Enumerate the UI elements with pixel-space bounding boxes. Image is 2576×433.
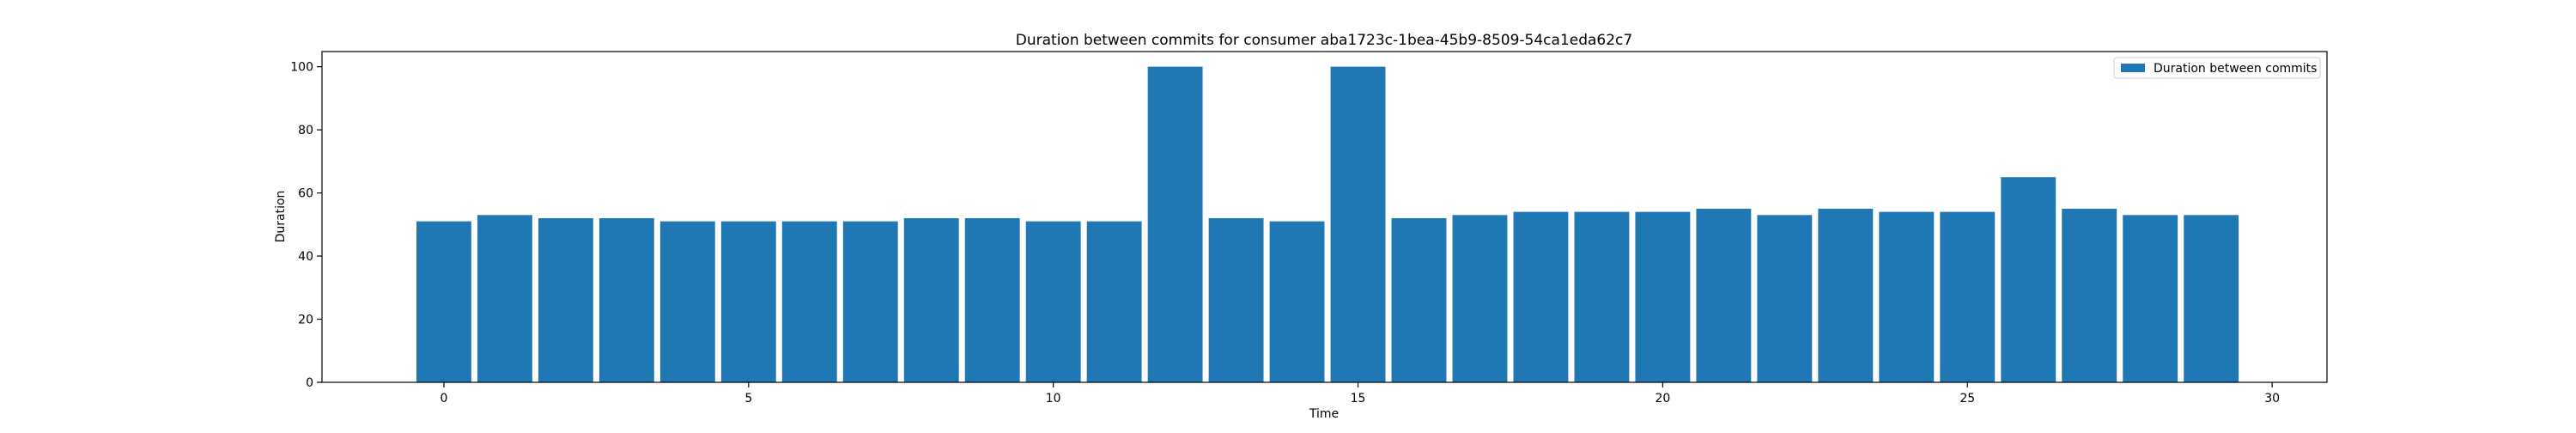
x-tick-label-10: 10 — [1046, 392, 1061, 406]
y-tick-label-60: 60 — [298, 187, 313, 201]
legend-label: Duration between commits — [2154, 62, 2317, 76]
bar-6 — [781, 221, 837, 382]
bar-12 — [1147, 66, 1203, 382]
plot-frame — [321, 51, 2328, 383]
bar-4 — [659, 221, 715, 382]
bar-3 — [598, 217, 654, 382]
bar-25 — [1940, 211, 1996, 382]
bar-1 — [477, 215, 532, 382]
x-axis: 0 5 10 15 20 25 30 — [440, 382, 2280, 406]
bar-7 — [842, 221, 898, 382]
bar-23 — [1818, 208, 1874, 382]
bar-5 — [720, 221, 776, 382]
bar-17 — [1452, 215, 1508, 382]
y-tick-label-20: 20 — [298, 314, 313, 327]
chart-title: Duration between commits for consumer ab… — [1016, 32, 1632, 49]
bar-0 — [416, 221, 471, 382]
bar-28 — [2123, 215, 2178, 382]
bar-24 — [1879, 211, 1935, 382]
x-tick-label-25: 25 — [1959, 392, 1975, 406]
bars-layer — [416, 66, 2239, 382]
y-tick-label-40: 40 — [298, 250, 313, 264]
bar-18 — [1513, 211, 1569, 382]
bar-22 — [1757, 215, 1813, 382]
bar-20 — [1635, 211, 1691, 382]
bar-19 — [1574, 211, 1630, 382]
x-tick-label-5: 5 — [744, 392, 752, 406]
bar-21 — [1696, 208, 1752, 382]
bar-14 — [1269, 221, 1325, 382]
y-tick-label-80: 80 — [298, 124, 313, 137]
x-axis-label: Time — [1309, 407, 1339, 421]
bar-11 — [1086, 221, 1142, 382]
y-tick-label-100: 100 — [290, 61, 313, 75]
bar-16 — [1391, 217, 1447, 382]
legend: Duration between commits — [2113, 57, 2321, 79]
bar-26 — [2001, 177, 2057, 382]
bar-2 — [538, 217, 593, 382]
bar-8 — [903, 217, 959, 382]
bar-29 — [2184, 215, 2239, 382]
legend-swatch — [2121, 64, 2145, 72]
y-tick-label-0: 0 — [306, 376, 313, 390]
bar-10 — [1025, 221, 1081, 382]
x-tick-label-30: 30 — [2264, 392, 2280, 406]
bar-9 — [964, 217, 1020, 382]
x-tick-label-20: 20 — [1655, 392, 1670, 406]
bar-15 — [1330, 66, 1386, 382]
x-tick-label-15: 15 — [1351, 392, 1366, 406]
bar-27 — [2062, 208, 2117, 382]
y-axis: 0 20 40 60 80 100 — [290, 61, 322, 390]
bar-13 — [1208, 217, 1264, 382]
legend-frame — [2113, 57, 2321, 79]
y-axis-label: Duration — [274, 191, 288, 243]
x-tick-label-0: 0 — [440, 392, 447, 406]
